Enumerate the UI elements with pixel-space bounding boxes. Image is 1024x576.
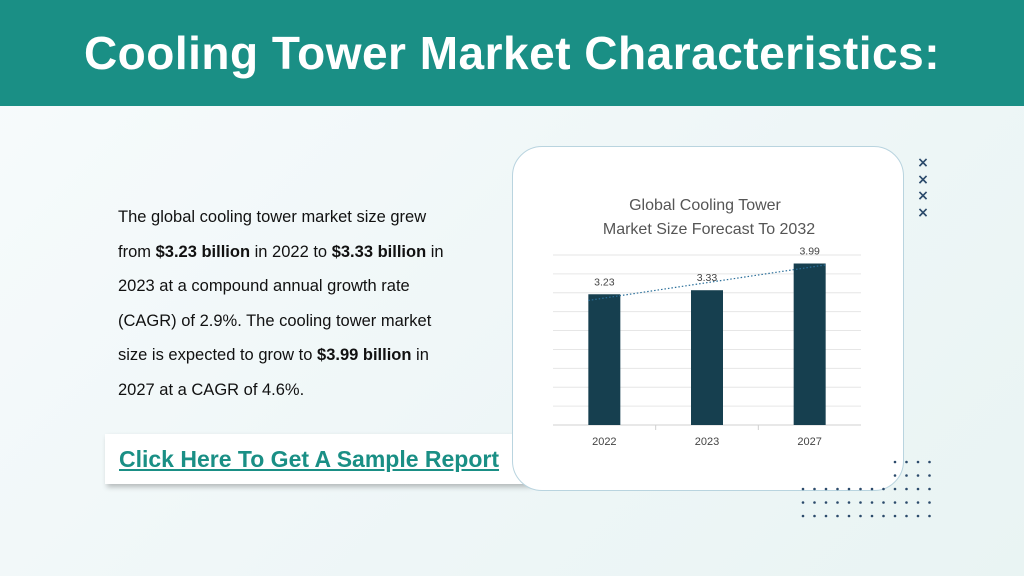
decor-dot <box>801 501 805 504</box>
x-mark-icon: × <box>917 204 929 221</box>
decor-dot <box>905 501 908 504</box>
decor-dot <box>893 460 897 464</box>
bar-2022 <box>588 294 621 425</box>
decor-dot <box>870 514 874 518</box>
desc-text-2: in 2022 to <box>250 242 332 261</box>
decor-dot <box>893 474 897 477</box>
decor-dot <box>905 514 908 518</box>
desc-bold-1: $3.23 billion <box>155 242 251 261</box>
decor-dot <box>928 474 931 477</box>
desc-bold-3: $3.99 billion <box>317 346 412 364</box>
trendline <box>588 264 826 302</box>
decor-dot <box>905 487 908 491</box>
decor-dot <box>916 514 920 518</box>
chart-title-line1: Global Cooling Tower <box>629 197 781 214</box>
decor-dot <box>847 487 851 491</box>
decor-dot <box>882 487 885 491</box>
desc-text-1: The global cooling tower market size gre… <box>118 208 427 261</box>
decor-dot <box>801 514 805 518</box>
decor-dot <box>859 514 862 518</box>
x-mark-icon: × <box>917 171 929 188</box>
desc-text-3: in 2023 at a compound annual growth rate… <box>118 242 444 365</box>
bar-chart: Global Cooling Tower Market Size Forecast… <box>553 197 861 448</box>
dot-grid-decoration <box>801 460 931 518</box>
decor-dot <box>905 460 908 464</box>
decor-dot <box>824 501 828 504</box>
x-tick-label-2023: 2023 <box>695 436 719 448</box>
decor-dot <box>813 514 816 518</box>
decor-dot <box>893 487 897 491</box>
chart-title-line2: Market Size Forecast To 2032 <box>603 221 815 238</box>
decor-dot <box>905 474 908 477</box>
decor-dot <box>916 460 920 464</box>
decor-dot <box>859 487 862 491</box>
bar-2023 <box>691 290 723 425</box>
decor-dot <box>928 487 931 491</box>
decor-dot <box>859 501 862 504</box>
x-mark-icon: × <box>917 188 929 204</box>
market-description: The global cooling tower market size gre… <box>118 200 463 407</box>
decor-dot <box>916 474 920 477</box>
data-label-2027: 3.99 <box>799 246 820 258</box>
x-tick-label-2022: 2022 <box>592 436 616 448</box>
decor-dot <box>836 501 839 504</box>
decor-dot <box>916 487 920 491</box>
decor-dot <box>870 501 874 504</box>
x-mark-icon: × <box>917 155 929 171</box>
decor-dot <box>801 487 805 491</box>
decor-dot <box>813 487 816 491</box>
decor-dot <box>824 487 828 491</box>
page-title: Cooling Tower Market Characteristics: <box>83 27 941 79</box>
x-tick-label-2027: 2027 <box>797 436 821 448</box>
decor-dot <box>893 501 897 504</box>
decor-dot <box>882 514 885 518</box>
desc-text-4: in 2027 at a CAGR of 4.6%. <box>118 346 429 399</box>
decor-dot <box>847 514 851 518</box>
header-banner: Cooling Tower Market Characteristics: <box>0 0 1024 106</box>
data-label-2023: 3.33 <box>697 272 718 284</box>
chart-card: Global Cooling Tower Market Size Forecast… <box>512 146 904 491</box>
decor-dot <box>928 501 931 504</box>
decor-dot <box>882 501 885 504</box>
desc-bold-2: $3.33 billion <box>331 242 427 261</box>
x-marks-decoration: × × × × <box>916 155 930 221</box>
bar-2027 <box>793 263 826 425</box>
data-label-2022: 3.23 <box>594 276 615 288</box>
decor-dot <box>824 514 828 518</box>
decor-dot <box>847 501 851 504</box>
decor-dot <box>870 487 874 491</box>
decor-dot <box>928 514 931 518</box>
decor-dot <box>916 501 920 504</box>
decor-dot <box>893 514 897 518</box>
decor-dot <box>836 487 839 491</box>
decor-dot <box>928 460 931 464</box>
sample-report-box: Click Here To Get A Sample Report <box>105 434 530 484</box>
decor-dot <box>836 514 839 518</box>
decor-dot <box>813 501 816 504</box>
sample-report-link[interactable]: Click Here To Get A Sample Report <box>119 445 500 472</box>
